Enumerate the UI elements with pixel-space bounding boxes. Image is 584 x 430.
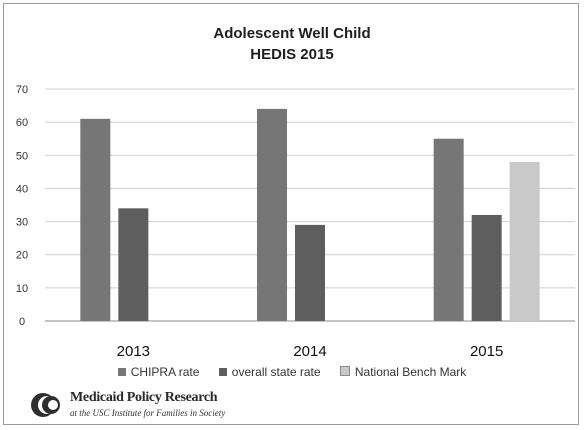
y-tick-label: 10 xyxy=(16,283,28,295)
y-tick-label: 20 xyxy=(16,250,28,262)
legend-item-benchmark: National Bench Mark xyxy=(339,365,467,379)
legend-label-benchmark: National Bench Mark xyxy=(354,365,467,379)
legend-label-overall: overall state rate xyxy=(231,365,321,379)
bar-overall-2015 xyxy=(471,214,502,321)
axis-labels: 0 10 20 30 40 50 60 70 2013 2014 2015 xyxy=(16,84,503,360)
chart-subtitle: HEDIS 2015 xyxy=(250,46,334,63)
logo-name: Medicaid Policy Research xyxy=(70,390,218,405)
y-tick-label: 40 xyxy=(16,183,28,195)
bar-overall-2014 xyxy=(295,224,325,321)
legend-label-chipra: CHIPRA rate xyxy=(130,365,200,379)
y-tick-label: 0 xyxy=(19,316,25,328)
x-tick-label: 2015 xyxy=(470,343,503,360)
logo-circles-icon xyxy=(31,393,60,417)
legend-swatch-overall xyxy=(218,368,227,376)
y-tick-label: 50 xyxy=(16,150,28,162)
bar-overall-2013 xyxy=(118,208,149,321)
bars xyxy=(80,108,540,321)
bar-chipra-2015 xyxy=(433,138,464,321)
legend-swatch-benchmark xyxy=(339,366,350,376)
legend: CHIPRA rate overall state rate National … xyxy=(0,365,584,379)
legend-item-overall: overall state rate xyxy=(218,365,321,379)
bar-benchmark-2015 xyxy=(509,161,540,321)
x-tick-label: 2013 xyxy=(117,343,150,360)
bar-chart: 0 10 20 30 40 50 60 70 2013 2014 2015 xyxy=(16,84,575,360)
bar-chipra-2013 xyxy=(80,118,111,321)
y-tick-label: 30 xyxy=(16,217,28,229)
logo-subtitle: at the USC Institute for Families in Soc… xyxy=(70,408,226,418)
legend-swatch-chipra xyxy=(117,368,126,376)
legend-item-chipra: CHIPRA rate xyxy=(117,365,200,379)
y-tick-label: 60 xyxy=(16,117,28,129)
medicaid-policy-research-logo: Medicaid Policy Research at the USC Inst… xyxy=(30,388,290,422)
y-tick-label: 70 xyxy=(16,84,28,96)
bar-chipra-2014 xyxy=(257,108,287,321)
chart-title: Adolescent Well Child xyxy=(213,25,371,42)
x-tick-label: 2014 xyxy=(293,343,326,360)
